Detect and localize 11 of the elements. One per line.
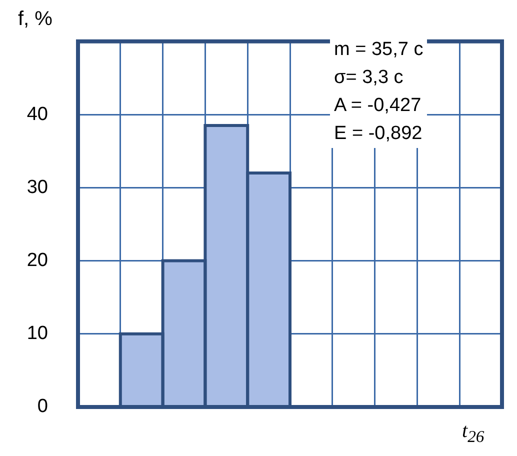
annotation: A = -0,427 [334,94,422,118]
y-axis-title: f, % [18,8,52,31]
y-tick-label: 40 [26,104,48,125]
y-tick-label: 30 [26,176,48,198]
x-axis-title: t$_{26}$ [462,420,484,447]
annotation: E = -0,892 [334,122,424,146]
y-tick-label: 20 [26,250,48,271]
y-tick-label: 10 [26,323,48,344]
annotation: σ= 3,3 c [334,66,404,90]
y-tick-label: 0 [37,396,48,418]
annotation: m = 35,7 c [334,38,424,62]
